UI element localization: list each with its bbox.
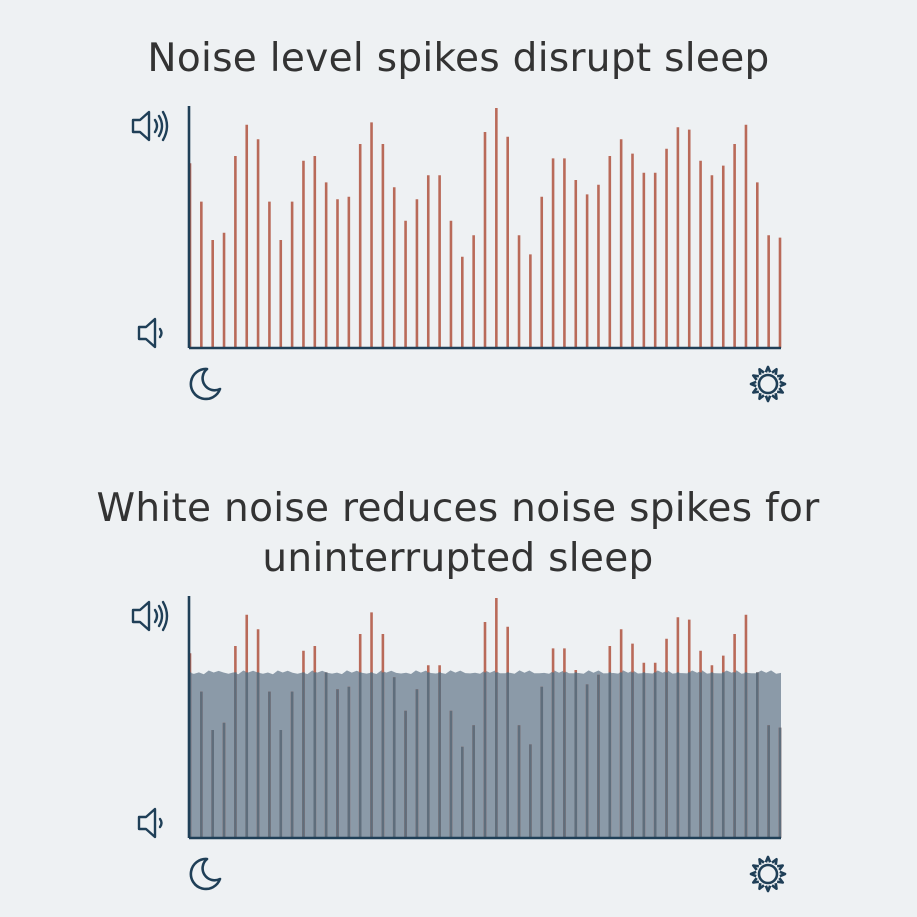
moon-icon	[189, 367, 222, 401]
noise-spikes-chart	[131, 106, 787, 403]
chart-title: Noise level spikes disrupt sleep	[147, 36, 770, 81]
white-noise-chart	[131, 596, 787, 893]
sun-icon	[749, 365, 787, 403]
loud-speaker-icon	[131, 600, 169, 632]
quiet-speaker-icon	[137, 317, 163, 349]
loud-speaker-icon	[131, 110, 169, 142]
quiet-speaker-icon	[137, 807, 163, 839]
sun-icon	[749, 855, 787, 893]
moon-icon	[189, 857, 222, 891]
chart-title: White noise reduces noise spikes for uni…	[96, 486, 820, 581]
